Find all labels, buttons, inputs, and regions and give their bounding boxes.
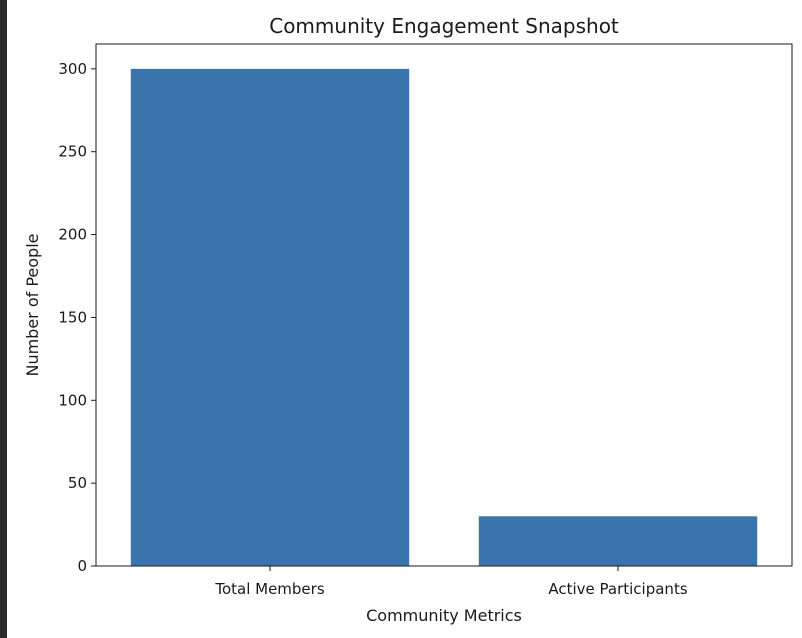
- y-axis-ticks: 0 50 100 150 200 250 300: [58, 60, 96, 575]
- y-tick-label: 100: [58, 391, 87, 409]
- x-axis-ticks: Total Members Active Participants: [214, 566, 688, 598]
- x-tick-label: Total Members: [214, 580, 324, 598]
- y-tick-label: 150: [58, 308, 87, 326]
- y-tick-label: 0: [77, 557, 87, 575]
- y-tick-label: 300: [58, 60, 87, 78]
- plot-area-border: [95, 43, 793, 567]
- bar-total-members: [130, 68, 410, 566]
- bar-active-participants: [478, 516, 758, 566]
- chart-title: Community Engagement Snapshot: [269, 14, 619, 38]
- y-tick-label: 200: [58, 226, 87, 244]
- y-tick-label: 250: [58, 143, 87, 161]
- y-tick-label: 50: [68, 474, 87, 492]
- chart-frame: Community Engagement Snapshot 0 50 100 150 2…: [7, 0, 802, 638]
- x-axis-label: Community Metrics: [366, 606, 522, 625]
- bars-group: [130, 68, 758, 566]
- y-axis-label: Number of People: [23, 233, 42, 376]
- x-tick-label: Active Participants: [548, 580, 687, 598]
- bar-chart: Community Engagement Snapshot 0 50 100 150 2…: [23, 14, 793, 625]
